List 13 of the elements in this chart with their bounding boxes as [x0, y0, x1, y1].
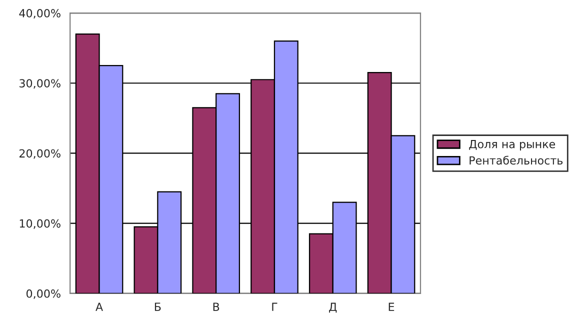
x-tick-label: Е [388, 302, 394, 311]
y-tick-label: 30,00% [20, 79, 60, 89]
y-tick-label: 20,00% [20, 149, 60, 159]
x-tick-label: В [213, 302, 220, 311]
x-tick-label: Д [329, 302, 337, 313]
x-tick-label: Г [272, 302, 278, 311]
x-tick-label: А [96, 302, 103, 311]
y-tick-label: 40,00% [19, 9, 60, 19]
legend-label: Рентабельность [470, 156, 563, 165]
y-tick-label: 10,00% [20, 219, 60, 229]
legend-label: Доля на рынке [469, 140, 556, 150]
x-tick-label: Б [154, 302, 161, 311]
y-tick-label: 0,00% [26, 289, 60, 299]
